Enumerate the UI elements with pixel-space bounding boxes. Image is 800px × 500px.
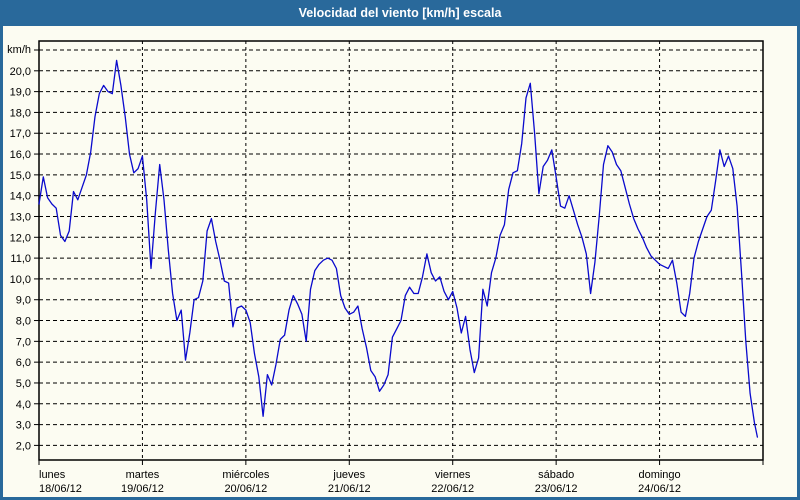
- x-day-name-label: sábado: [538, 469, 574, 481]
- x-day-date-label: 18/06/12: [39, 483, 82, 495]
- y-tick-label: 9,0: [16, 295, 31, 307]
- x-day-date-label: 21/06/12: [328, 483, 371, 495]
- y-tick-label: 8,0: [16, 316, 31, 328]
- y-tick-label: 17,0: [10, 128, 31, 140]
- x-day-name-label: lunes: [39, 469, 66, 481]
- y-tick-label: 12,0: [10, 232, 31, 244]
- y-tick-label: 18,0: [10, 107, 31, 119]
- y-tick-label: 11,0: [10, 253, 31, 265]
- x-day-name-label: miércoles: [222, 469, 270, 481]
- y-tick-label: 19,0: [10, 87, 31, 99]
- x-day-name-label: martes: [126, 469, 160, 481]
- y-tick-label: 5,0: [16, 378, 31, 390]
- chart-title-bar: Velocidad del viento [km/h] escala: [0, 0, 800, 26]
- chart-title: Velocidad del viento [km/h] escala: [298, 6, 502, 20]
- plot-frame: [38, 40, 764, 461]
- y-axis-unit-label: km/h: [7, 44, 31, 56]
- y-tick-label: 4,0: [16, 399, 31, 411]
- x-day-date-label: 22/06/12: [431, 483, 474, 495]
- x-day-date-label: 20/06/12: [224, 483, 267, 495]
- wind-speed-line: [38, 59, 759, 438]
- x-day-name-label: viernes: [435, 469, 471, 481]
- x-day-name-label: domingo: [638, 469, 680, 481]
- y-tick-label: 16,0: [10, 149, 31, 161]
- x-day-date-label: 23/06/12: [535, 483, 578, 495]
- y-tick-label: 10,0: [10, 274, 31, 286]
- y-tick-label: 2,0: [16, 440, 31, 452]
- y-tick-label: 6,0: [16, 357, 31, 369]
- x-day-date-label: 19/06/12: [121, 483, 164, 495]
- y-tick-label: 14,0: [10, 191, 31, 203]
- y-tick-label: 20,0: [10, 66, 31, 78]
- y-tick-label: 7,0: [16, 336, 31, 348]
- y-tick-label: 3,0: [16, 420, 31, 432]
- y-tick-label: 15,0: [10, 170, 31, 182]
- y-tick-label: 13,0: [10, 211, 31, 223]
- x-day-date-label: 24/06/12: [638, 483, 681, 495]
- x-day-name-label: jueves: [332, 469, 365, 481]
